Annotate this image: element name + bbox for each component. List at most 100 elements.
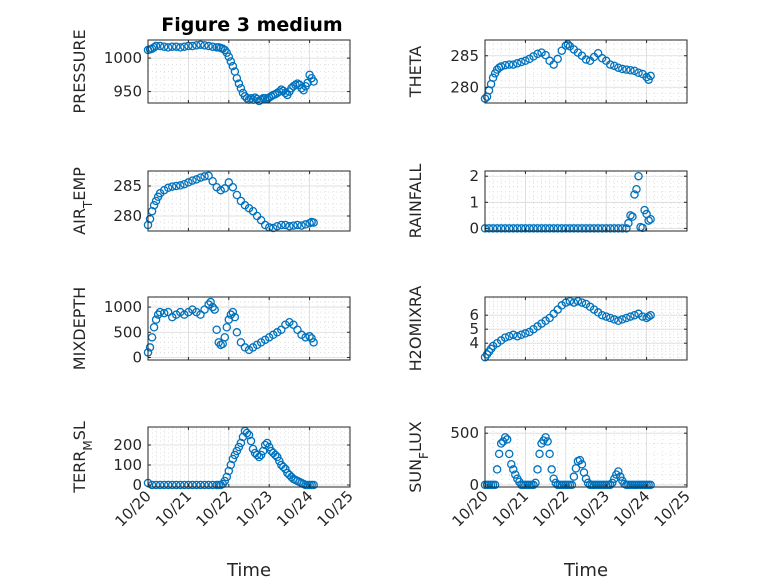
data-point bbox=[605, 313, 615, 323]
data-point bbox=[500, 433, 510, 442]
data-point bbox=[163, 43, 173, 52]
data-point bbox=[504, 331, 514, 341]
data-point bbox=[192, 480, 201, 490]
y-axis-label: TERRMSL bbox=[70, 421, 95, 494]
data-point bbox=[628, 212, 637, 221]
data-point bbox=[577, 298, 587, 307]
data-point bbox=[176, 480, 185, 490]
x-tick-label: 10/21 bbox=[489, 487, 532, 530]
panel-4: 0 1 2 RAINFALL bbox=[406, 164, 688, 238]
data-point bbox=[630, 190, 639, 199]
data-point bbox=[563, 40, 573, 49]
data-point bbox=[488, 73, 498, 83]
axes-box bbox=[484, 39, 688, 104]
data-point bbox=[581, 55, 591, 64]
data-point bbox=[264, 442, 274, 452]
data-point bbox=[301, 333, 310, 342]
data-point bbox=[208, 480, 217, 490]
data-point bbox=[256, 450, 266, 460]
y-tick-label: 1 bbox=[469, 193, 479, 211]
data-point bbox=[585, 224, 595, 233]
data-point bbox=[589, 224, 599, 233]
data-point bbox=[496, 224, 506, 233]
data-point bbox=[634, 171, 643, 181]
data-point bbox=[496, 439, 506, 448]
panel-8: 10/2010/2110/2210/2310/2410/250500SUNFLU… bbox=[406, 421, 694, 581]
data-point bbox=[610, 224, 619, 233]
data-point bbox=[281, 220, 290, 230]
data-point bbox=[545, 224, 554, 233]
data-point bbox=[271, 450, 280, 460]
data-point bbox=[208, 302, 217, 312]
data-point bbox=[305, 332, 314, 341]
data-point bbox=[498, 437, 508, 446]
y-tick-label: 280 bbox=[450, 78, 479, 96]
data-point bbox=[549, 474, 558, 483]
axes-background bbox=[485, 40, 687, 103]
data-point bbox=[605, 60, 615, 69]
axes-box bbox=[484, 170, 688, 232]
data-point bbox=[567, 480, 577, 490]
data-point bbox=[180, 42, 189, 51]
data-point bbox=[610, 61, 619, 71]
data-point bbox=[504, 224, 514, 233]
data-point bbox=[279, 462, 288, 472]
data-point bbox=[521, 224, 530, 233]
y-tick-label: 0 bbox=[132, 476, 142, 494]
axes-background bbox=[148, 297, 350, 360]
data-point bbox=[504, 449, 514, 459]
data-point bbox=[176, 43, 185, 52]
data-point bbox=[155, 41, 165, 51]
data-point bbox=[232, 190, 242, 200]
panel-2: 280 285 THETA bbox=[406, 39, 688, 104]
data-point bbox=[618, 64, 627, 74]
data-point bbox=[545, 449, 554, 459]
data-point bbox=[297, 221, 306, 230]
data-point bbox=[277, 220, 286, 230]
x-tick-label: 10/25 bbox=[651, 487, 694, 530]
panel-5: 0 500 1000 MIXDEPTH bbox=[70, 287, 351, 370]
data-point bbox=[593, 48, 603, 58]
data-point bbox=[188, 176, 197, 185]
data-point bbox=[145, 214, 155, 224]
axes-background bbox=[485, 171, 687, 231]
axes-box bbox=[484, 296, 688, 361]
data-point bbox=[646, 310, 655, 320]
y-tick-label: 285 bbox=[450, 47, 479, 65]
data-point bbox=[236, 84, 246, 93]
x-tick-label: 10/23 bbox=[570, 487, 613, 530]
data-point bbox=[285, 221, 294, 231]
data-point bbox=[220, 476, 230, 486]
data-point bbox=[151, 315, 161, 324]
data-point bbox=[204, 41, 213, 51]
data-point bbox=[192, 175, 201, 184]
data-point bbox=[210, 305, 219, 314]
data-point bbox=[220, 333, 230, 342]
data-point bbox=[145, 343, 155, 352]
data-point bbox=[614, 467, 623, 476]
data-point bbox=[149, 43, 159, 52]
data-point bbox=[537, 224, 546, 233]
data-point bbox=[618, 315, 627, 324]
data-point bbox=[180, 179, 189, 189]
data-point bbox=[246, 436, 256, 446]
data-point bbox=[543, 437, 552, 446]
data-point bbox=[541, 50, 550, 60]
y-tick-label: 0 bbox=[469, 219, 479, 237]
y-tick-label: 2 bbox=[469, 167, 479, 185]
data-point bbox=[630, 310, 639, 320]
y-axis-label: PRESSURE bbox=[70, 29, 89, 113]
data-point bbox=[644, 216, 653, 225]
data-point bbox=[184, 480, 193, 490]
data-point bbox=[309, 218, 318, 227]
data-point bbox=[172, 42, 181, 51]
data-point bbox=[208, 176, 217, 186]
data-point bbox=[222, 322, 232, 332]
data-point bbox=[155, 480, 165, 490]
data-point bbox=[196, 173, 205, 182]
panel-7: 10/2010/2110/2210/2310/2410/250100200TER… bbox=[70, 421, 357, 581]
data-point bbox=[167, 182, 177, 191]
data-point bbox=[159, 42, 169, 51]
data-point bbox=[232, 328, 242, 337]
data-point bbox=[630, 66, 639, 76]
